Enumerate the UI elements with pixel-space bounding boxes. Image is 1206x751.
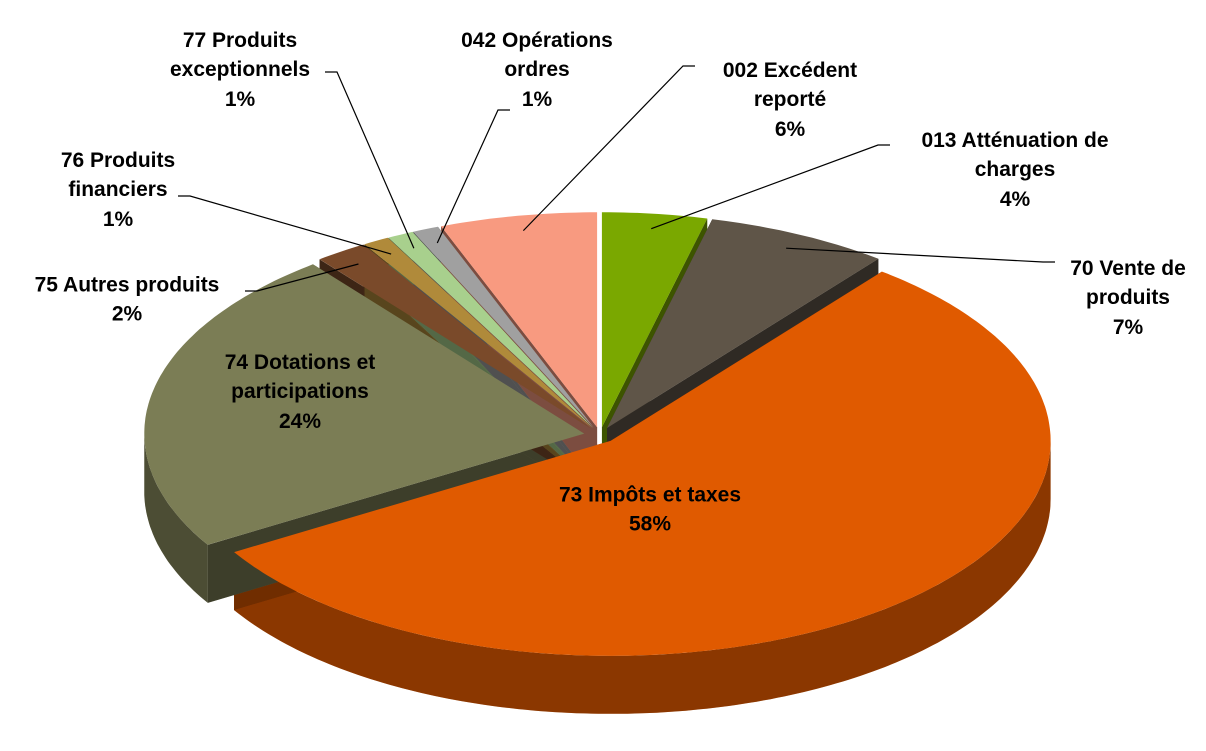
slice [601, 212, 708, 428]
category-label: 74 Dotations et participations [224, 350, 376, 404]
value-label: 1% [521, 87, 553, 111]
category-label: 76 Produits financiers [60, 148, 176, 202]
value-label: 24% [278, 409, 322, 433]
category-label: 73 Impôts et taxes [558, 483, 742, 507]
slice [607, 219, 879, 428]
leader-line [178, 195, 392, 255]
category-label: 013 Atténuation de charges [921, 128, 1109, 182]
category-label: 75 Autres produits [34, 273, 220, 297]
slice [234, 271, 1051, 656]
slice-label: 042 Opérations ordres 1% [432, 26, 642, 114]
value-label: 4% [999, 187, 1031, 211]
slice-label: 76 Produits financiers 1% [33, 146, 203, 234]
leader-line [436, 109, 510, 244]
leader-line [245, 263, 359, 292]
slice-label: 77 Produits exceptionnels 1% [140, 26, 340, 114]
slice-label: 75 Autres produits 2% [2, 271, 252, 330]
value-label: 1% [224, 87, 256, 111]
slice [441, 212, 598, 428]
slice [319, 244, 591, 429]
slice [413, 226, 594, 428]
slice [144, 264, 585, 545]
slice-side [234, 440, 1051, 714]
leader-line [651, 144, 890, 230]
slice-label: 70 Vente de produits 7% [1048, 254, 1206, 342]
slice-label: 73 Impôts et taxes 58% [490, 481, 810, 540]
category-label: 002 Excédent reporté [722, 58, 858, 112]
slice-label: 002 Excédent reporté 6% [690, 56, 890, 144]
leader-line [325, 71, 415, 249]
value-label: 2% [111, 303, 143, 326]
leader-line [786, 247, 1055, 263]
slice-side-shade [234, 440, 1051, 714]
slice [364, 237, 593, 429]
category-label: 042 Opérations ordres [461, 28, 613, 82]
value-label: 7% [1112, 315, 1144, 339]
slice-label: 74 Dotations et participations 24% [170, 348, 430, 436]
value-label: 6% [774, 117, 806, 141]
slice-side [144, 433, 208, 603]
value-label: 1% [102, 207, 134, 231]
category-label: 77 Produits exceptionnels [169, 28, 311, 82]
category-label: 70 Vente de produits [1070, 256, 1186, 310]
slice-label: 013 Atténuation de charges 4% [880, 126, 1150, 214]
value-label: 58% [628, 513, 672, 536]
leader-line [522, 65, 695, 232]
slice-side-shade [144, 433, 208, 603]
slice [388, 231, 593, 428]
